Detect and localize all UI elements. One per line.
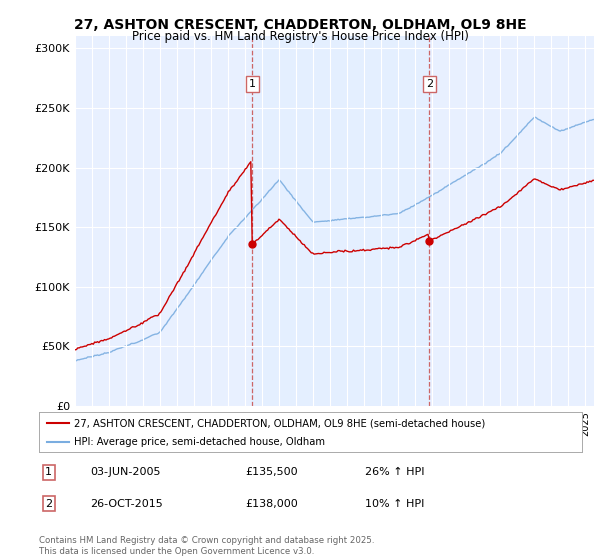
Text: 1: 1 [249,79,256,89]
Text: 2: 2 [45,499,52,509]
Text: 27, ASHTON CRESCENT, CHADDERTON, OLDHAM, OL9 8HE: 27, ASHTON CRESCENT, CHADDERTON, OLDHAM,… [74,18,526,32]
Text: Contains HM Land Registry data © Crown copyright and database right 2025.
This d: Contains HM Land Registry data © Crown c… [39,536,374,556]
Text: 27, ASHTON CRESCENT, CHADDERTON, OLDHAM, OL9 8HE (semi-detached house): 27, ASHTON CRESCENT, CHADDERTON, OLDHAM,… [74,418,485,428]
Text: 26-OCT-2015: 26-OCT-2015 [91,499,163,509]
Bar [253,36,429,406]
Text: 1: 1 [45,468,52,477]
Text: 10% ↑ HPI: 10% ↑ HPI [365,499,424,509]
Text: 26% ↑ HPI: 26% ↑ HPI [365,468,424,477]
Text: £138,000: £138,000 [245,499,298,509]
Text: Price paid vs. HM Land Registry's House Price Index (HPI): Price paid vs. HM Land Registry's House … [131,30,469,43]
Text: 03-JUN-2005: 03-JUN-2005 [91,468,161,477]
Text: 2: 2 [426,79,433,89]
Text: £135,500: £135,500 [245,468,298,477]
Text: HPI: Average price, semi-detached house, Oldham: HPI: Average price, semi-detached house,… [74,437,325,447]
